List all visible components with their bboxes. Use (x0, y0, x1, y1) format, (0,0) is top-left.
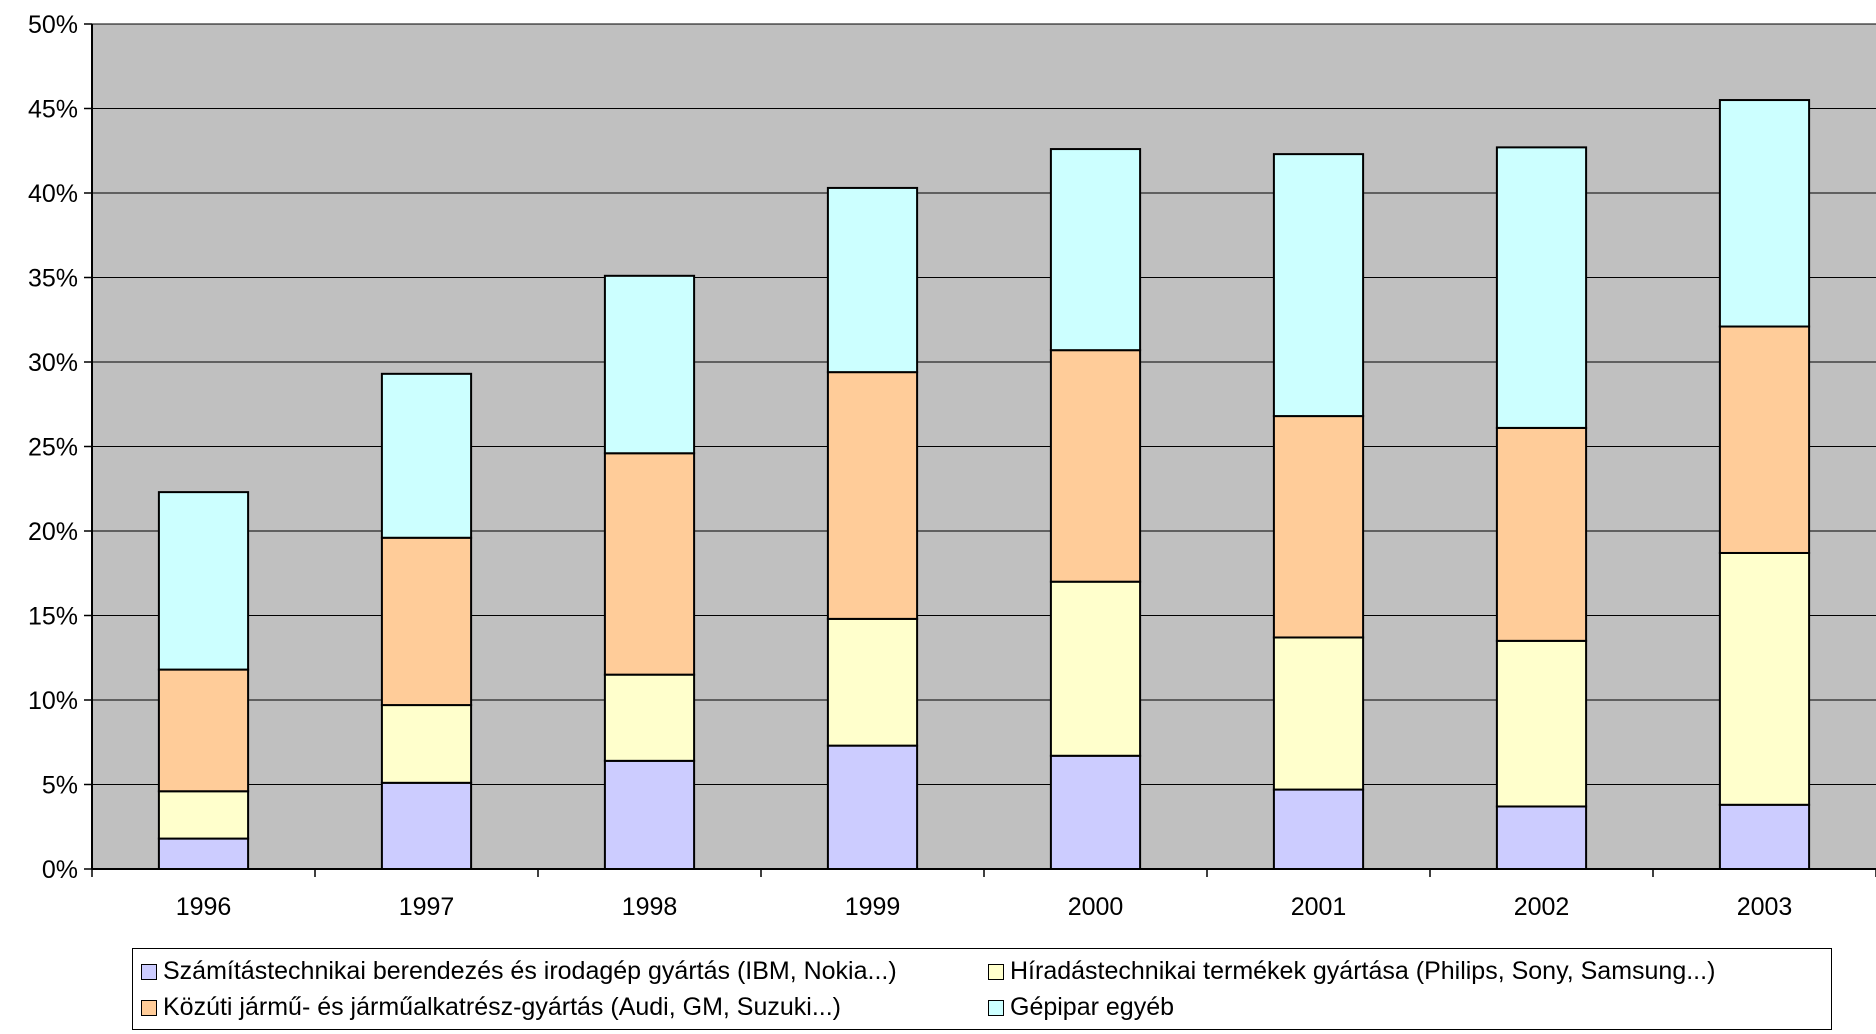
bar-segment (1049, 148, 1142, 352)
y-tick-label: 45% (28, 96, 78, 124)
legend-swatch-machinery (988, 999, 1004, 1016)
bar-segment (1049, 580, 1142, 757)
x-tick-label: 1998 (622, 893, 678, 921)
legend-label-machinery: Gépipar egyéb (1010, 993, 1175, 1021)
legend-label-vehicles: Közúti jármű- és járműalkatrész-gyártás … (163, 993, 841, 1021)
bar-segment (1272, 788, 1365, 871)
bar-segment (1495, 146, 1588, 429)
y-tick-label: 0% (42, 856, 78, 884)
y-tick-label: 20% (28, 518, 78, 546)
legend: Számítástechnikai berendezés és irodagép… (132, 948, 1832, 1030)
bar-segment (380, 704, 473, 784)
bar-segment (1049, 754, 1142, 871)
y-tick-label: 5% (42, 772, 78, 800)
legend-swatch-computing (141, 963, 157, 980)
bar-segment (1495, 805, 1588, 870)
bar-segment (157, 668, 250, 793)
bar-segment (1272, 636, 1365, 791)
x-tick-label: 2002 (1514, 893, 1570, 921)
bar-segment (1495, 426, 1588, 642)
bar-segment (1718, 803, 1811, 871)
bar-segment (380, 372, 473, 539)
y-tick-label: 15% (28, 603, 78, 631)
bar-segment (380, 781, 473, 870)
y-tick-label: 50% (28, 11, 78, 39)
bar-segment (1272, 415, 1365, 639)
legend-item-computing: Számítástechnikai berendezés és irodagép… (141, 957, 897, 986)
bar-segment (603, 673, 696, 762)
bar-segment (1049, 349, 1142, 583)
bars (157, 99, 1811, 871)
legend-item-machinery: Gépipar egyéb (988, 993, 1174, 1022)
bar-segment (1272, 153, 1365, 418)
x-tick-label: 2001 (1291, 893, 1347, 921)
legend-swatch-telecom (988, 963, 1004, 980)
bar-segment (1495, 639, 1588, 808)
legend-item-vehicles: Közúti jármű- és járműalkatrész-gyártás … (141, 993, 841, 1022)
x-tick-label: 2000 (1068, 893, 1124, 921)
bar-segment (1718, 325, 1811, 554)
x-axis-tick-labels: 1996 1997 1998 1999 2000 2001 2002 2003 (176, 893, 1793, 921)
y-tick-label: 25% (28, 434, 78, 462)
x-tick-label: 1996 (176, 893, 232, 921)
bar-segment (157, 491, 250, 671)
bar-segment (603, 274, 696, 455)
y-tick-label: 40% (28, 180, 78, 208)
bar-segment (826, 617, 919, 747)
x-tick-label: 1997 (399, 893, 455, 921)
bar-segment (380, 536, 473, 707)
x-tick-label: 2003 (1737, 893, 1793, 921)
bar-segment (603, 452, 696, 676)
bar-segment (1718, 551, 1811, 806)
bar-segment (826, 371, 919, 620)
x-tick-label: 1999 (845, 893, 901, 921)
y-tick-label: 10% (28, 687, 78, 715)
legend-label-telecom: Híradástechnikai termékek gyártása (Phil… (1010, 957, 1716, 985)
bar-segment (603, 759, 696, 871)
y-tick-label: 30% (28, 349, 78, 377)
legend-label-computing: Számítástechnikai berendezés és irodagép… (163, 957, 897, 985)
y-axis-tick-labels: 0% 5% 10% 15% 20% 25% 30% 35% 40% 45% 50% (28, 11, 78, 884)
legend-swatch-vehicles (141, 999, 157, 1016)
bar-segment (826, 744, 919, 871)
bar-segment (157, 837, 250, 871)
bar-segment (157, 790, 250, 840)
y-tick-label: 35% (28, 265, 78, 293)
axes (91, 24, 1876, 877)
bar-segment (826, 186, 919, 374)
bar-segment (1718, 99, 1811, 328)
legend-item-telecom: Híradástechnikai termékek gyártása (Phil… (988, 957, 1715, 986)
